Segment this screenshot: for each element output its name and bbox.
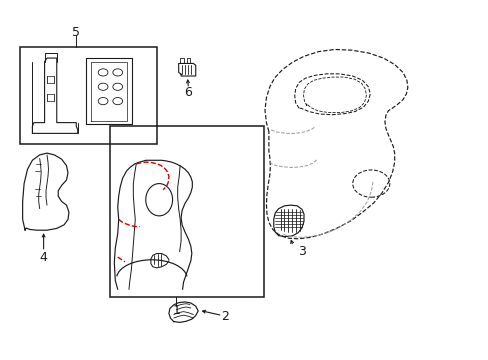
Text: 4: 4 <box>40 251 47 264</box>
Bar <box>110 126 264 297</box>
Bar <box>20 47 157 144</box>
Text: 1: 1 <box>172 305 180 318</box>
Text: 2: 2 <box>221 310 228 324</box>
Text: 3: 3 <box>298 244 305 257</box>
Text: 5: 5 <box>72 27 80 40</box>
Text: 6: 6 <box>184 86 192 99</box>
